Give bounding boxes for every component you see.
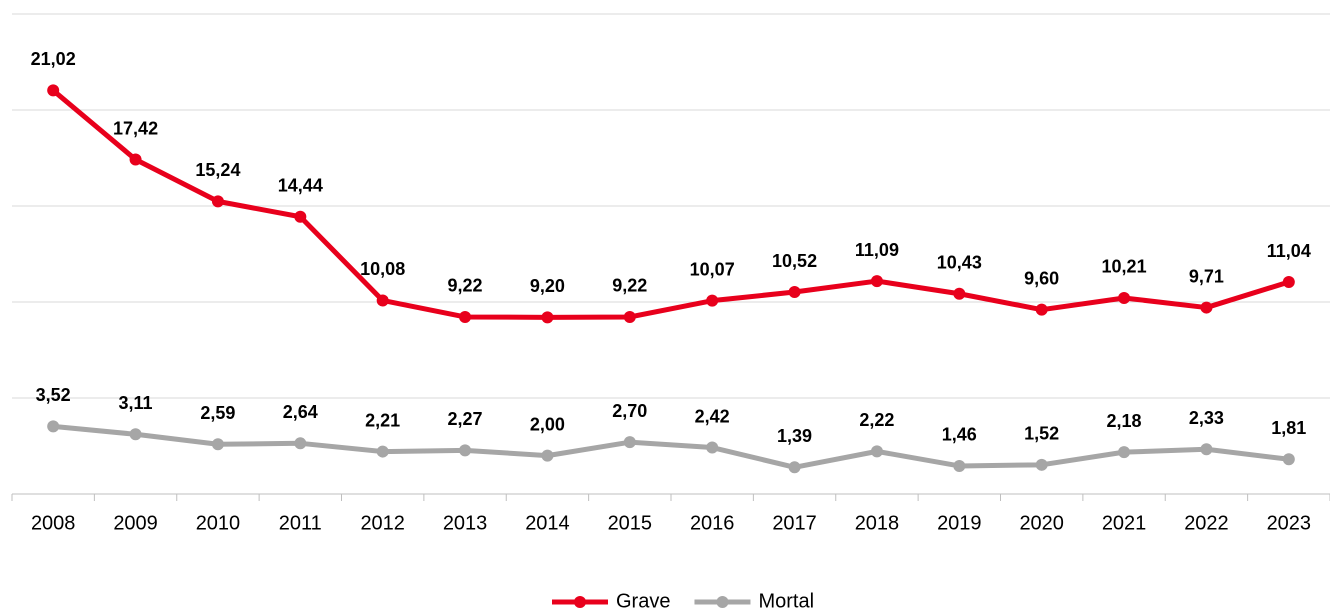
x-tick-label: 2009 bbox=[113, 512, 158, 534]
value-label: 2,42 bbox=[695, 406, 730, 426]
point bbox=[1200, 443, 1213, 456]
value-label: 1,46 bbox=[942, 425, 977, 445]
value-label: 2,64 bbox=[283, 402, 318, 422]
x-tick-label: 2014 bbox=[525, 512, 570, 534]
point bbox=[211, 195, 224, 208]
point bbox=[1035, 458, 1048, 471]
series-line bbox=[52, 423, 1290, 470]
point bbox=[623, 436, 636, 449]
x-tick-label: 2023 bbox=[1267, 512, 1312, 534]
value-label: 2,18 bbox=[1107, 411, 1142, 431]
point bbox=[1282, 453, 1295, 466]
value-label: 14,44 bbox=[278, 176, 323, 196]
value-label: 9,20 bbox=[530, 276, 565, 296]
point bbox=[459, 310, 472, 323]
legend-label: Grave bbox=[616, 590, 670, 612]
legend-marker bbox=[574, 596, 586, 608]
x-tick-label: 2013 bbox=[443, 512, 488, 534]
series-line bbox=[51, 88, 1290, 320]
point bbox=[47, 420, 60, 433]
point bbox=[211, 438, 224, 451]
value-label: 10,52 bbox=[772, 251, 817, 271]
point bbox=[129, 153, 142, 166]
value-label: 17,42 bbox=[113, 118, 158, 138]
value-label: 1,81 bbox=[1271, 418, 1306, 438]
point bbox=[623, 310, 636, 323]
point bbox=[788, 461, 801, 474]
value-label: 9,71 bbox=[1189, 266, 1224, 286]
x-tick-label: 2012 bbox=[360, 512, 405, 534]
point bbox=[129, 428, 142, 441]
value-label: 9,22 bbox=[448, 276, 483, 296]
value-label: 10,43 bbox=[937, 252, 982, 272]
point bbox=[459, 444, 472, 457]
value-label: 9,60 bbox=[1024, 268, 1059, 288]
point bbox=[294, 210, 307, 223]
point bbox=[706, 441, 719, 454]
value-label: 2,00 bbox=[530, 414, 565, 434]
point bbox=[294, 437, 307, 450]
point bbox=[376, 445, 389, 458]
value-label: 3,52 bbox=[36, 385, 71, 405]
value-label: 3,11 bbox=[119, 393, 153, 413]
x-tick-label: 2021 bbox=[1102, 512, 1147, 534]
point bbox=[1035, 303, 1048, 316]
value-label: 2,27 bbox=[448, 409, 483, 429]
point bbox=[376, 294, 389, 307]
x-tick-label: 2016 bbox=[690, 512, 735, 534]
point bbox=[1282, 276, 1295, 289]
legend-label: Mortal bbox=[758, 590, 814, 612]
point bbox=[953, 459, 966, 472]
point bbox=[1118, 446, 1131, 459]
x-tick-label: 2020 bbox=[1019, 512, 1064, 534]
value-label: 2,22 bbox=[859, 410, 894, 430]
point bbox=[788, 286, 801, 299]
value-label: 9,22 bbox=[612, 276, 647, 296]
x-tick-label: 2010 bbox=[196, 512, 241, 534]
point bbox=[706, 294, 719, 307]
value-label: 21,02 bbox=[31, 49, 76, 69]
value-label: 1,52 bbox=[1024, 424, 1059, 444]
x-tick-label: 2015 bbox=[608, 512, 653, 534]
x-tick-label: 2008 bbox=[31, 512, 76, 534]
value-label: 1,39 bbox=[777, 426, 812, 446]
value-label: 11,09 bbox=[855, 240, 899, 260]
value-label: 2,59 bbox=[200, 403, 235, 423]
x-tick-label: 2019 bbox=[937, 512, 982, 534]
value-label: 10,07 bbox=[690, 259, 735, 279]
point bbox=[47, 84, 60, 97]
x-tick-label: 2017 bbox=[772, 512, 817, 534]
point bbox=[1118, 291, 1131, 304]
value-label: 11,04 bbox=[1267, 241, 1311, 261]
point bbox=[870, 445, 883, 458]
value-label: 2,33 bbox=[1189, 408, 1224, 428]
point bbox=[541, 311, 554, 324]
value-label: 15,24 bbox=[195, 160, 240, 180]
legend-marker bbox=[716, 596, 729, 608]
x-tick-label: 2011 bbox=[279, 512, 322, 534]
value-label: 10,21 bbox=[1102, 257, 1147, 277]
point bbox=[953, 287, 966, 300]
value-label: 2,21 bbox=[365, 410, 400, 430]
x-tick-label: 2018 bbox=[855, 512, 900, 534]
point bbox=[870, 275, 883, 288]
value-label: 10,08 bbox=[360, 259, 405, 279]
value-label: 2,70 bbox=[612, 401, 647, 421]
point bbox=[541, 449, 554, 462]
point bbox=[1200, 301, 1213, 314]
x-tick-label: 2022 bbox=[1184, 512, 1229, 534]
